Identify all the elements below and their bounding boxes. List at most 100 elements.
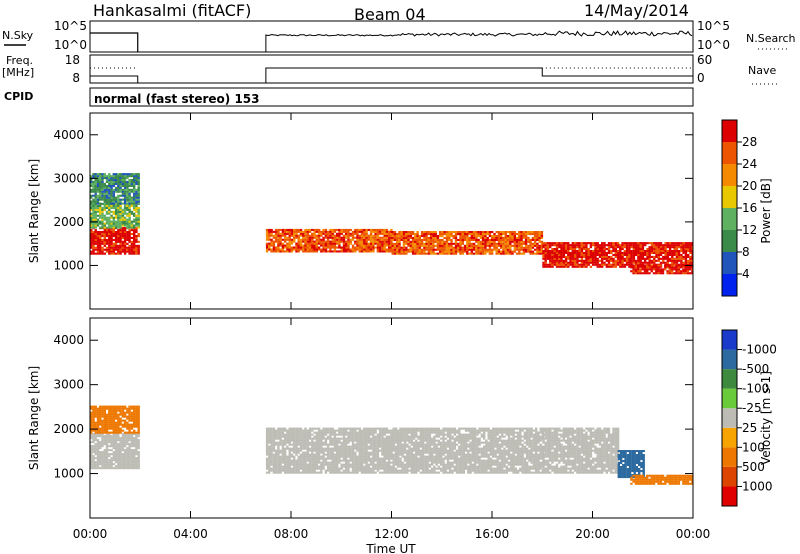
vel-cell	[101, 411, 104, 414]
vel-cell	[394, 437, 398, 440]
power-cell	[459, 250, 462, 253]
vel-cell	[135, 413, 138, 416]
power-cell	[270, 248, 273, 251]
power-cell	[509, 238, 512, 241]
vel-cell	[406, 445, 409, 448]
power-cell	[94, 216, 97, 219]
vel-cell	[126, 455, 129, 458]
vel-cell	[401, 433, 404, 436]
power-cell	[592, 253, 595, 256]
power-cell	[445, 240, 449, 243]
power-cell	[536, 248, 539, 251]
power-cell	[529, 242, 532, 245]
vel-cell	[90, 467, 93, 470]
vel-cell	[92, 435, 95, 438]
power-cell	[105, 226, 109, 229]
power-cell	[114, 235, 118, 238]
power-cell	[396, 240, 399, 243]
vel-cell	[311, 441, 314, 444]
power-cell	[265, 246, 269, 249]
power-cell	[108, 180, 111, 183]
power-cell	[571, 251, 574, 254]
vel-cell	[311, 433, 314, 436]
power-cell	[443, 240, 446, 243]
power-cell	[655, 259, 658, 262]
vel-cell	[119, 465, 122, 468]
vel-cell	[342, 445, 346, 448]
power-cell	[333, 242, 337, 245]
power-cell	[616, 251, 620, 254]
power-cell	[329, 240, 332, 243]
vel-cell	[274, 437, 278, 440]
power-cell	[484, 250, 487, 253]
power-cell	[682, 265, 685, 268]
vel-cell	[117, 465, 120, 468]
power-cell	[114, 212, 118, 215]
vel-cell	[313, 463, 316, 466]
vel-cell	[315, 457, 318, 460]
vel-cell	[288, 469, 291, 472]
vel-cell	[105, 439, 109, 442]
vel-cell	[137, 423, 140, 426]
power-ylabel: Slant Range [km]	[27, 159, 41, 263]
power-cell	[580, 259, 584, 262]
power-cell	[94, 202, 97, 205]
power-cell	[500, 238, 503, 241]
vel-cell	[358, 457, 361, 460]
power-cell	[488, 238, 492, 241]
vel-cell	[265, 449, 269, 452]
power-cell	[497, 244, 501, 247]
vel-cell	[121, 433, 125, 436]
vel-cell	[349, 435, 352, 438]
power-cell	[94, 235, 97, 238]
vel-cell	[363, 461, 366, 464]
power-cell	[284, 238, 287, 241]
vel-cell	[112, 437, 115, 440]
power-cell	[90, 233, 93, 236]
power-cell	[555, 259, 559, 262]
power-cell	[414, 248, 417, 251]
power-cell	[407, 244, 410, 247]
power-cell	[336, 240, 339, 243]
power-cell	[112, 238, 115, 241]
power-cell	[551, 250, 554, 253]
power-cell	[436, 238, 440, 241]
power-cell	[598, 265, 602, 268]
vel-cell	[392, 441, 395, 444]
power-cell	[684, 250, 688, 253]
power-cell	[128, 184, 131, 187]
vel-cell	[367, 435, 370, 438]
power-cell	[356, 238, 359, 241]
vel-cell	[101, 427, 104, 430]
power-cell	[659, 244, 663, 247]
power-cell	[117, 175, 120, 178]
power-cell	[105, 200, 109, 203]
vel-cell	[378, 463, 382, 466]
vel-cell	[270, 435, 273, 438]
vel-cell	[304, 427, 307, 430]
vel-cell	[317, 467, 321, 470]
vel-cell	[308, 447, 312, 450]
power-cell	[90, 242, 93, 245]
vel-cell	[338, 451, 341, 454]
power-cell	[684, 261, 688, 264]
power-cell	[383, 230, 386, 233]
vel-cell	[105, 433, 109, 436]
power-cell	[119, 202, 122, 205]
vel-cell	[293, 451, 296, 454]
vel-cell	[394, 463, 398, 466]
vel-cell	[306, 441, 309, 444]
power-cell	[313, 244, 316, 247]
power-cell	[376, 228, 380, 231]
power-cell	[578, 253, 581, 256]
power-cell	[367, 234, 370, 237]
power-cell	[564, 259, 568, 262]
vel-cell	[322, 457, 325, 460]
vel-cell	[363, 433, 366, 436]
power-cell	[311, 244, 314, 247]
power-cell	[418, 250, 421, 253]
power-cell	[119, 244, 122, 247]
vel-cell	[388, 461, 391, 464]
power-cell	[90, 188, 93, 191]
power-cell	[418, 238, 421, 241]
